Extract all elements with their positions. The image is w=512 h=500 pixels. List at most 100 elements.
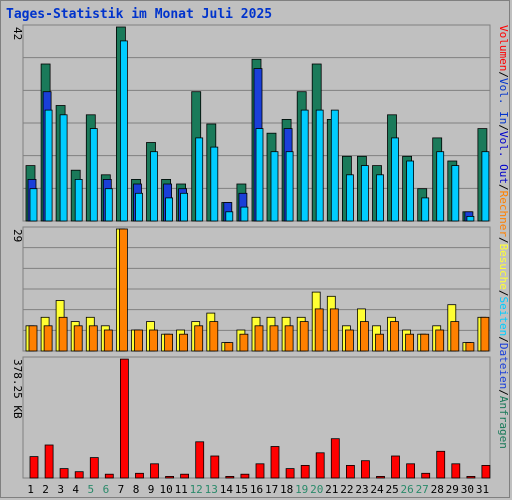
- bar-top-seiten-day-15: [240, 206, 249, 222]
- bar-bottom-volumen-day-14: [225, 475, 235, 479]
- bar-middle-rechner-day-26: [405, 333, 415, 352]
- legend-entry: /: [497, 389, 510, 396]
- day-label-28: 28: [431, 483, 444, 496]
- bar-middle-rechner-day-22: [344, 329, 354, 352]
- day-label-25: 25: [385, 483, 398, 496]
- legend-entry: /: [497, 336, 510, 343]
- bar-bottom-volumen-day-1: [29, 456, 39, 479]
- bar-bottom-volumen-day-18: [285, 468, 295, 479]
- bar-bottom-volumen-day-19: [300, 464, 310, 479]
- bar-bottom-volumen-day-20: [315, 452, 325, 479]
- bar-top-seiten-day-23: [360, 165, 369, 222]
- bar-top-seiten-day-19: [300, 109, 309, 222]
- bar-top-seiten-day-22: [345, 174, 354, 222]
- bar-bottom-volumen-day-15: [240, 473, 250, 479]
- legend: Volumen/Vol. In/Vol. Out/Rechner/Besuche…: [497, 25, 510, 449]
- bar-middle-rechner-day-31: [480, 316, 490, 352]
- panel-bottom: [22, 356, 491, 479]
- day-label-10: 10: [159, 483, 172, 496]
- bar-middle-rechner-day-9: [149, 329, 158, 352]
- bar-top-seiten-day-27: [421, 197, 430, 222]
- bar-top-seiten-day-1: [29, 188, 38, 222]
- legend-entry: Volumen: [497, 25, 510, 71]
- day-label-15: 15: [235, 483, 248, 496]
- bar-bottom-volumen-day-21: [330, 438, 340, 479]
- bar-top-seiten-day-14: [225, 211, 234, 222]
- day-label-3: 3: [57, 483, 64, 496]
- day-label-4: 4: [72, 483, 79, 496]
- day-label-9: 9: [148, 483, 155, 496]
- bar-bottom-volumen-day-22: [345, 464, 355, 479]
- day-label-21: 21: [325, 483, 338, 496]
- bar-middle-rechner-day-11: [179, 333, 189, 352]
- bar-top-seiten-day-31: [481, 151, 490, 222]
- legend-entry: Dateien: [497, 343, 510, 389]
- day-label-8: 8: [133, 483, 140, 496]
- bar-top-seiten-day-16: [255, 128, 264, 222]
- bar-bottom-volumen-day-2: [44, 444, 54, 479]
- bar-middle-rechner-day-29: [450, 321, 460, 352]
- bar-middle-rechner-day-12: [194, 325, 204, 352]
- bar-middle-rechner-day-6: [103, 329, 113, 352]
- bar-middle-rechner-day-30: [465, 342, 475, 352]
- day-label-24: 24: [370, 483, 384, 496]
- day-label-22: 22: [340, 483, 353, 496]
- bar-middle-rechner-day-27: [420, 333, 430, 352]
- bar-bottom-volumen-day-26: [406, 463, 416, 479]
- day-label-27: 27: [416, 483, 429, 496]
- bar-middle-rechner-day-19: [299, 321, 309, 352]
- day-label-18: 18: [280, 483, 293, 496]
- bar-bottom-volumen-day-27: [421, 472, 431, 479]
- legend-entry: /: [497, 184, 510, 191]
- bar-bottom-volumen-day-17: [270, 446, 280, 479]
- day-label-17: 17: [265, 483, 278, 496]
- bar-bottom-volumen-day-30: [466, 475, 476, 479]
- chart-title: Tages-Statistik im Monat Juli 2025: [6, 7, 273, 22]
- legend-entry: Vol. Out: [497, 131, 510, 184]
- y-axis-max-middle: 29: [11, 229, 24, 242]
- bar-top-seiten-day-5: [89, 128, 98, 222]
- bar-top-seiten-day-28: [436, 151, 445, 222]
- bar-top-seiten-day-26: [406, 160, 415, 222]
- bar-bottom-volumen-day-4: [74, 471, 84, 479]
- bar-bottom-volumen-day-8: [135, 472, 144, 479]
- day-label-23: 23: [355, 483, 368, 496]
- bar-top-seiten-day-17: [270, 151, 279, 222]
- legend-entry: /: [497, 71, 510, 78]
- day-label-26: 26: [400, 483, 413, 496]
- bar-top-seiten-day-21: [330, 109, 339, 222]
- legend-entry: Rechner: [497, 191, 510, 238]
- legend-entry: Besuche: [497, 244, 510, 290]
- day-label-13: 13: [205, 483, 218, 496]
- legend-entry: Seiten: [497, 297, 510, 337]
- bar-top-seiten-day-2: [44, 109, 53, 222]
- legend-entry: /: [497, 237, 510, 244]
- bar-middle-rechner-day-21: [329, 308, 339, 352]
- bar-bottom-volumen-day-31: [481, 464, 491, 479]
- day-label-14: 14: [220, 483, 234, 496]
- day-label-2: 2: [42, 483, 49, 496]
- day-label-29: 29: [446, 483, 459, 496]
- bar-middle-rechner-day-20: [314, 308, 324, 352]
- bar-bottom-volumen-day-16: [255, 463, 265, 479]
- bar-top-seiten-day-3: [59, 114, 68, 222]
- bar-bottom-volumen-day-10: [165, 475, 175, 479]
- bar-bottom-volumen-day-7: [120, 358, 129, 479]
- bar-middle-rechner-day-1: [28, 325, 38, 352]
- bar-middle-rechner-day-17: [269, 325, 279, 352]
- bar-top-seiten-day-4: [74, 178, 83, 222]
- bar-top-seiten-day-8: [135, 192, 143, 222]
- day-label-16: 16: [250, 483, 263, 496]
- bar-top-seiten-day-9: [150, 151, 158, 222]
- bar-top-seiten-day-7: [120, 40, 128, 222]
- bar-middle-rechner-day-18: [284, 325, 294, 352]
- bar-middle-rechner-day-14: [224, 342, 234, 352]
- bar-top-seiten-day-29: [451, 165, 460, 222]
- bar-bottom-volumen-day-13: [210, 455, 220, 479]
- legend-entry: Anfragen: [497, 396, 510, 449]
- bar-top-seiten-day-20: [315, 109, 324, 222]
- bar-top-seiten-day-30: [466, 215, 475, 222]
- day-label-7: 7: [118, 483, 125, 496]
- bar-middle-rechner-day-24: [375, 333, 384, 352]
